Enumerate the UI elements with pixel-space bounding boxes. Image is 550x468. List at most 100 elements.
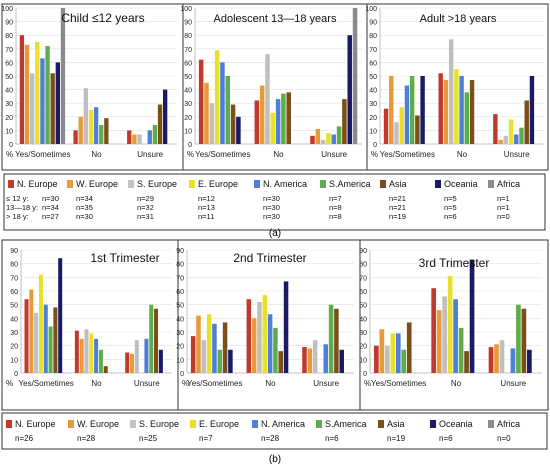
bar [516,304,521,373]
bar [374,345,379,373]
legend-b-frame [1,412,548,450]
bar [342,99,347,144]
bar [420,76,425,144]
y-tick-label: 0 [363,371,367,378]
chart-title: Child ≤12 years [61,11,144,25]
bar [201,340,207,373]
y-tick-label: 0 [373,142,377,149]
bar [157,104,163,144]
bar [254,100,260,144]
bar [89,333,94,373]
bar [94,338,99,373]
chart-title: 2nd Trimester [233,251,306,265]
legend-a-swatch [488,180,494,188]
legend-b-label: S. Europe [139,419,179,429]
chart-panel-4: 0 10 20 30 40 50 60 70 80 90% Yes/Sometimes No Unsur… [1,239,179,411]
x-tick-label: Yes/Sometimes [195,150,250,159]
bar [352,8,358,144]
bar [222,322,228,373]
legend-b-count: n=26 [15,434,34,443]
y-axis-label: % [182,379,189,388]
bar [40,58,45,144]
bar [212,323,217,373]
legend-b-label: N. America [261,419,305,429]
bar [228,349,233,373]
legend-b-swatch [68,420,74,428]
caption-a: (a) [269,228,281,239]
bar [389,76,394,144]
bar [394,122,399,144]
legend-a-count: n=30 [42,194,59,203]
legend-a-count: n=1 [497,194,510,203]
bar [401,349,407,373]
bar [404,85,410,144]
bar [144,338,149,373]
bar [278,351,283,373]
bar [339,349,344,373]
y-tick-label: 70 [359,275,367,282]
y-tick-label: 100 [180,6,192,13]
bar [384,345,390,373]
bar [524,100,529,144]
bar [415,115,420,144]
bar [206,314,212,373]
x-tick-label: No [451,379,462,388]
bar [399,107,404,144]
y-tick-label: 70 [10,275,18,282]
bar [149,304,154,373]
legend-a-count: n=12 [198,194,215,203]
x-tick-label: Unsure [137,150,163,159]
y-tick-label: 90 [176,248,184,255]
legend-a-row-label: ≤ 12 y: [6,194,28,203]
bar [406,322,412,373]
legend-a-frame [3,173,546,231]
bar [104,118,109,144]
y-tick-label: 70 [5,47,13,54]
y-tick-label: 30 [10,330,18,337]
legend-a-count: n=29 [137,194,154,203]
bar [436,310,442,373]
bar [103,366,108,373]
y-tick-label: 40 [10,316,18,323]
y-tick-label: 10 [184,128,192,135]
y-tick-label: 90 [10,248,18,255]
legend-a-count: n=6 [444,212,457,221]
legend-a-label: W. Europe [76,179,118,189]
x-tick-label: Unsure [500,379,526,388]
bar [310,135,315,144]
legend-a-count: n=8 [329,212,342,221]
bar [83,88,89,144]
chart-panel-1: 0 10 20 30 40 50 60 70 80 90 100% Yes/Sometimes No Un… [1,3,184,171]
legend-b-label: N. Europe [15,419,56,429]
legend-a-count: n=7 [329,194,342,203]
legend-a-count: n=5 [444,194,457,203]
y-tick-label: 90 [5,20,13,27]
legend-b-count: n=0 [497,434,511,443]
bar [19,35,25,145]
legend-a-label: Africa [497,179,520,189]
legend-b-swatch [130,420,136,428]
y-tick-label: 40 [184,88,192,95]
y-tick-label: 40 [5,88,13,95]
bar [510,348,516,373]
bar [493,114,498,144]
y-tick-label: 60 [10,289,18,296]
legend-a-count: n=27 [42,212,59,221]
bar [225,76,231,144]
bar [519,127,524,144]
y-tick-label: 30 [176,330,184,337]
bar [99,124,104,144]
bar [132,134,137,144]
y-tick-label: 10 [176,357,184,364]
bar [220,62,225,144]
bar [443,80,449,144]
bar [469,259,475,373]
y-tick-label: 80 [10,262,18,269]
y-tick-label: 90 [184,20,192,27]
bar [448,39,454,144]
bar [283,281,289,373]
bar [262,295,268,373]
x-tick-label: No [91,150,102,159]
y-tick-label: 50 [369,74,377,81]
